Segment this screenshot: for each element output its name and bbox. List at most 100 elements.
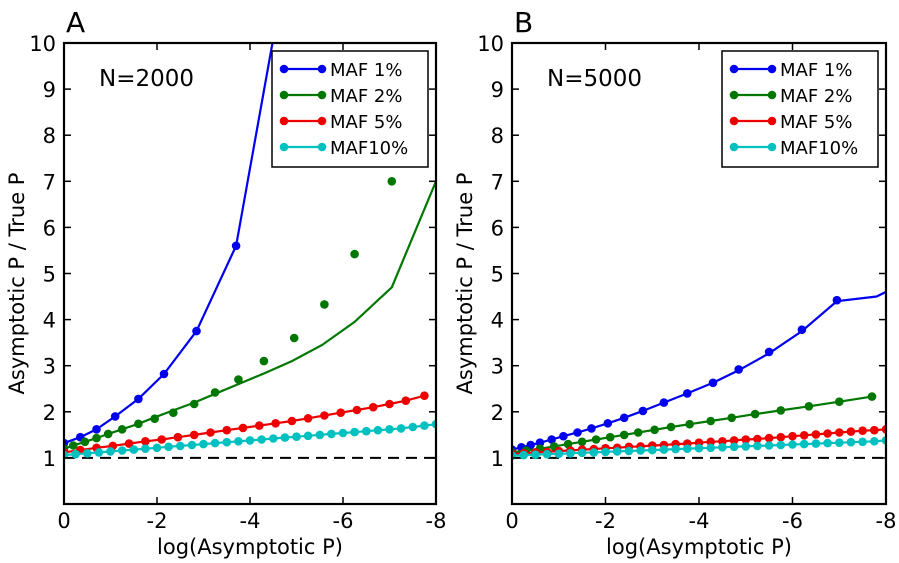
data-point — [776, 406, 786, 415]
y-tick-label: 6 — [43, 216, 56, 240]
data-point — [350, 249, 359, 259]
data-point — [420, 421, 429, 430]
sample-size-annotation: N=5000 — [547, 66, 642, 92]
y-tick-label: 4 — [43, 309, 56, 333]
data-point — [187, 440, 197, 450]
data-point — [159, 369, 169, 379]
data-point — [245, 436, 255, 445]
data-point — [222, 437, 232, 447]
y-tick-label: 9 — [43, 78, 56, 102]
data-point — [683, 389, 692, 398]
data-point — [519, 450, 528, 460]
data-point — [650, 425, 659, 435]
series-1 — [64, 177, 436, 453]
x-tick-label: -8 — [426, 509, 447, 533]
data-point — [727, 413, 736, 423]
data-point — [280, 433, 290, 442]
data-point — [706, 437, 715, 447]
data-point — [589, 448, 599, 457]
data-point — [683, 444, 692, 454]
data-point — [694, 443, 704, 453]
legend-marker — [279, 142, 289, 152]
y-tick-label: 3 — [43, 355, 56, 379]
data-point — [870, 425, 879, 435]
data-point — [238, 423, 248, 433]
x-tick-label: 0 — [57, 509, 70, 533]
data-point — [327, 429, 336, 439]
data-point — [106, 447, 115, 456]
data-point — [804, 402, 814, 411]
data-point — [71, 449, 80, 459]
data-point — [788, 431, 797, 441]
data-point — [659, 398, 669, 407]
data-point — [80, 437, 90, 447]
data-point — [157, 435, 166, 444]
plot-area — [512, 290, 886, 460]
data-point — [110, 412, 120, 421]
data-point — [729, 442, 739, 452]
y-tick-label: 9 — [491, 78, 504, 102]
y-tick-label: 7 — [43, 170, 56, 194]
sample-size-annotation: N=2000 — [99, 66, 194, 92]
data-point — [573, 428, 582, 437]
panel-letter: B — [514, 6, 533, 39]
data-point — [124, 439, 134, 448]
y-tick-label: 1 — [43, 447, 56, 471]
series-3 — [64, 419, 436, 460]
data-point — [741, 435, 751, 444]
legend-marker — [279, 64, 289, 74]
data-point — [671, 444, 680, 454]
legend-marker — [279, 116, 289, 126]
data-point — [605, 432, 615, 442]
x-tick-label: -8 — [876, 509, 897, 533]
legend-marker — [317, 90, 327, 100]
data-point — [269, 434, 278, 443]
y-tick-label: 6 — [491, 216, 504, 240]
data-point — [531, 450, 540, 460]
series-0 — [64, 43, 274, 448]
data-point — [729, 436, 739, 445]
data-point — [566, 449, 575, 458]
plot-area — [64, 43, 436, 460]
data-point — [708, 378, 718, 388]
series-3 — [512, 436, 886, 460]
panel-A: 0 -2 -4 -6 -8 1 2 3 4 5 6 7 8 9 10 log(Asymptotic P) Asy… — [5, 6, 446, 559]
legend-marker — [767, 90, 777, 100]
y-tick-label: 10 — [29, 32, 56, 56]
legend-marker — [729, 142, 739, 152]
data-point — [303, 414, 313, 423]
data-point — [189, 430, 199, 440]
data-point — [92, 433, 101, 443]
data-point — [92, 425, 101, 434]
data-point — [591, 435, 601, 444]
legend-marker — [729, 64, 739, 74]
data-point — [638, 406, 648, 416]
data-point — [373, 425, 383, 435]
legend-marker — [279, 90, 289, 100]
data-point — [846, 427, 856, 436]
x-axis-label: log(Asymptotic P) — [606, 535, 792, 559]
data-point — [141, 444, 150, 454]
data-point — [259, 356, 269, 366]
data-point — [387, 177, 397, 186]
data-point — [320, 411, 329, 420]
data-point — [554, 449, 564, 459]
data-point — [257, 435, 266, 444]
data-point — [83, 449, 92, 458]
legend-marker — [767, 142, 777, 152]
data-point — [231, 241, 241, 251]
data-point — [811, 439, 821, 448]
data-point — [648, 445, 657, 455]
data-point — [577, 448, 587, 458]
legend-marker — [317, 64, 327, 74]
data-point — [103, 429, 113, 439]
data-point — [234, 375, 243, 384]
data-point — [846, 437, 856, 447]
legend-marker — [767, 116, 777, 126]
x-axis-label: log(Asymptotic P) — [157, 535, 343, 559]
data-point — [776, 432, 786, 442]
data-point — [753, 441, 762, 451]
data-point — [587, 424, 596, 433]
data-point — [210, 438, 220, 448]
data-point — [823, 438, 832, 448]
